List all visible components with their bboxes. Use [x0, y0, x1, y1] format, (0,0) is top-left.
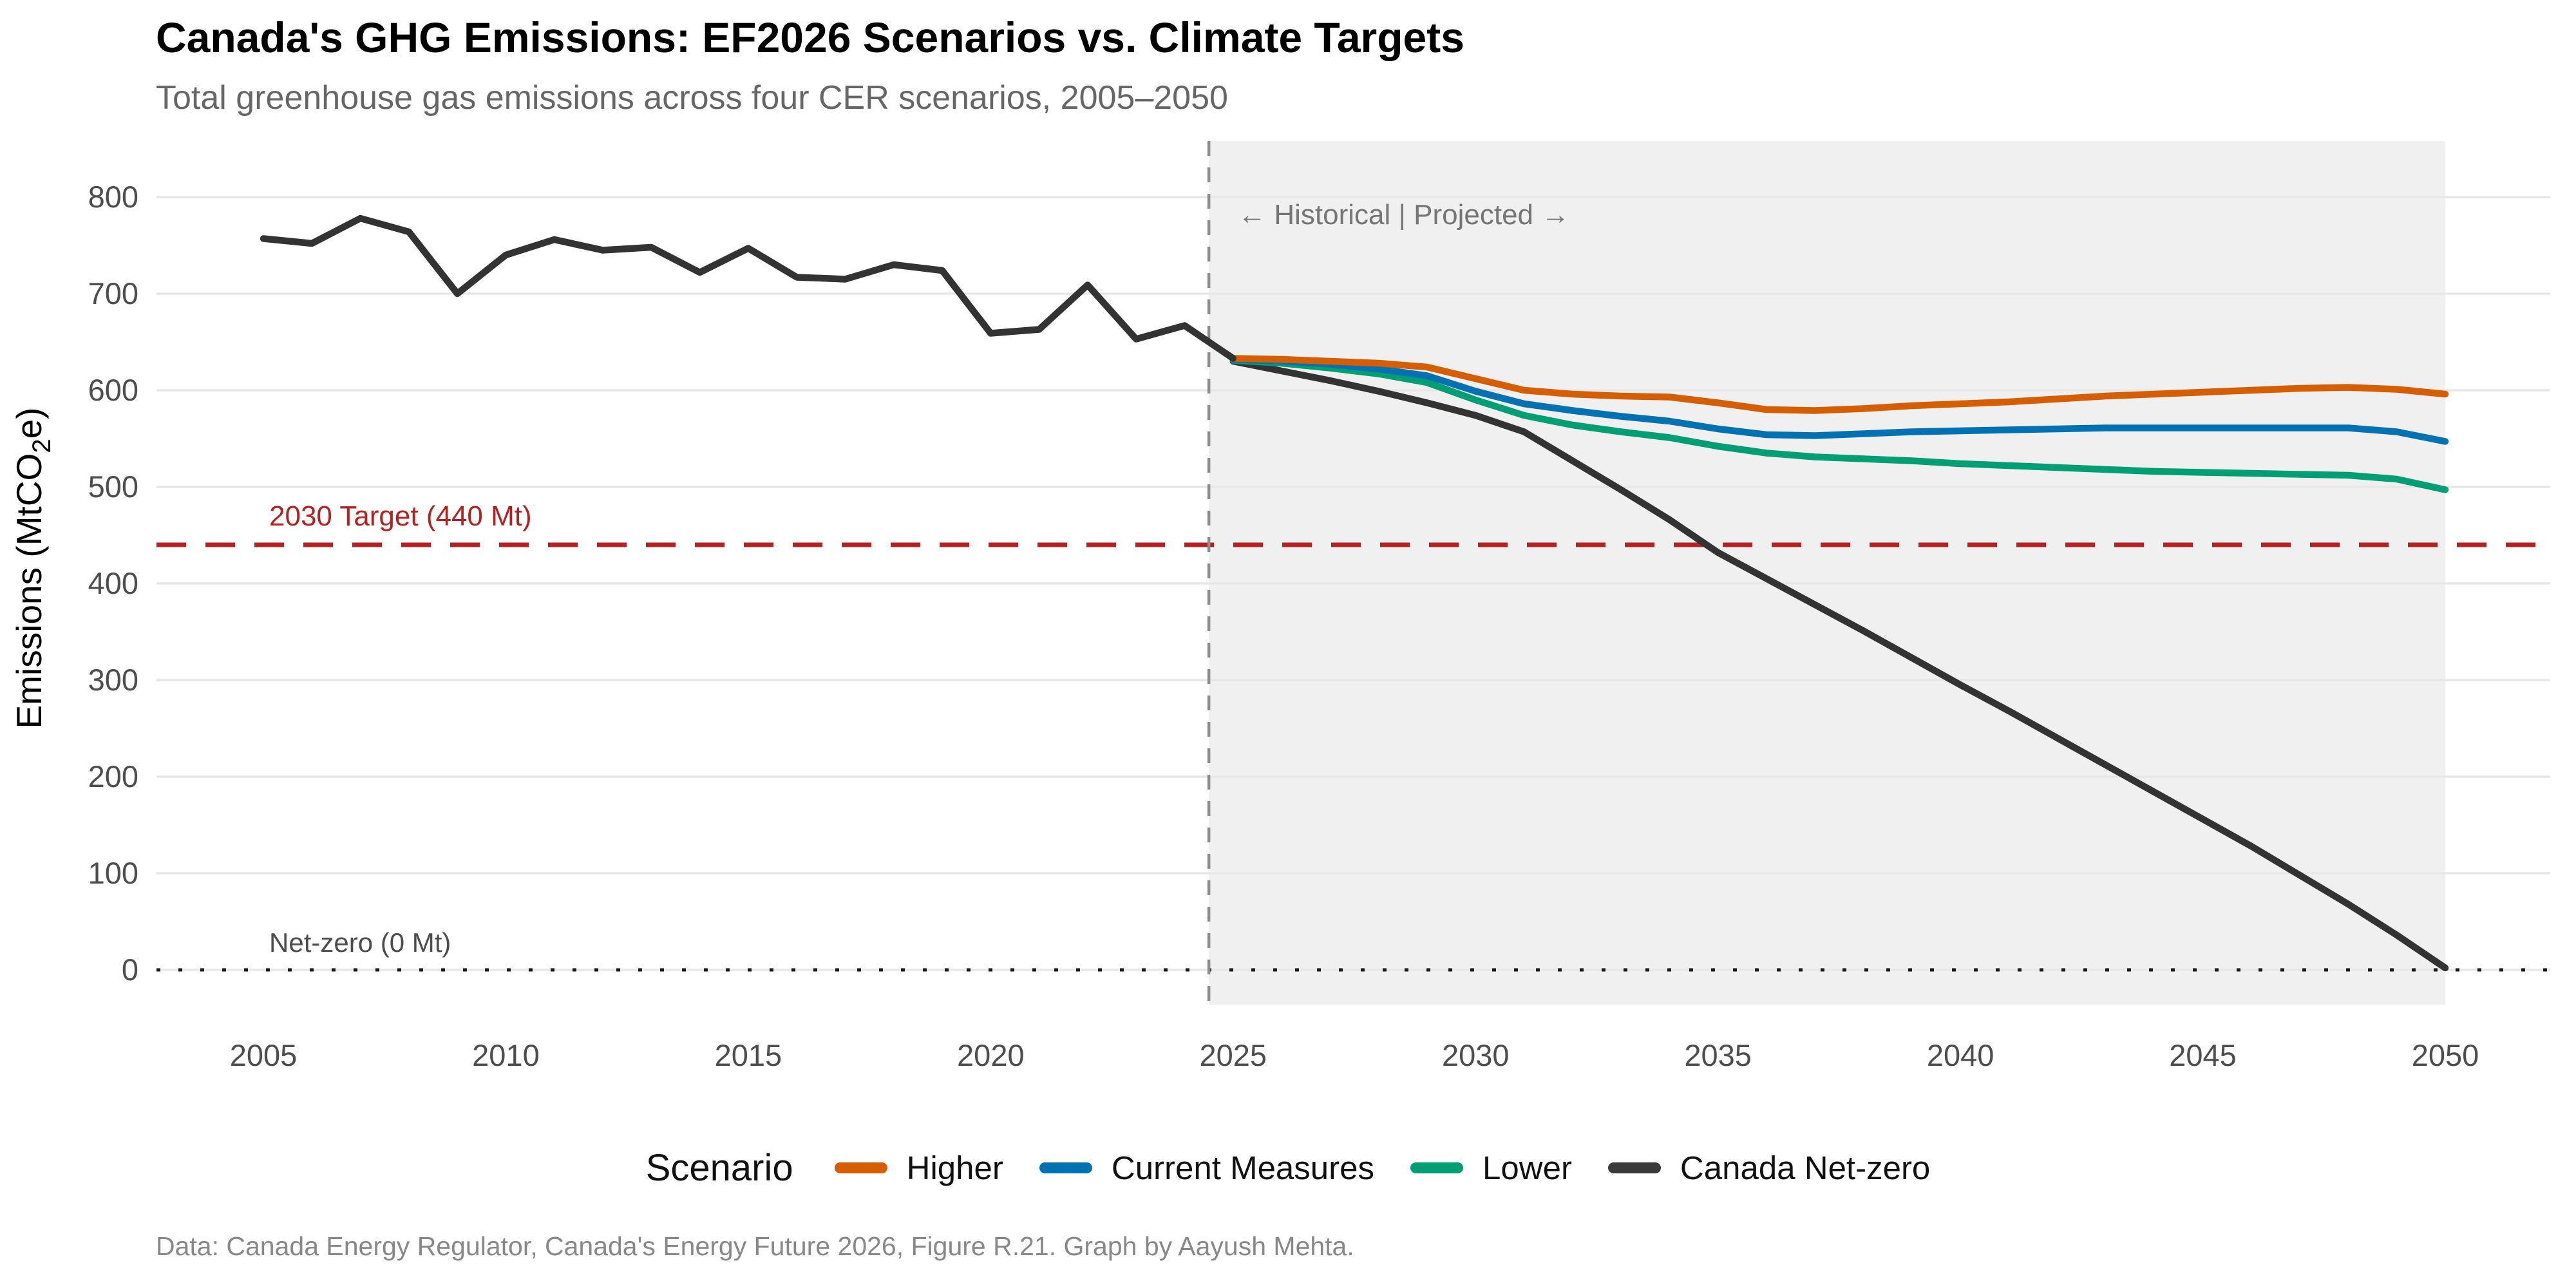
y-tick-700: 700 — [88, 276, 138, 310]
y-tick-300: 300 — [88, 663, 138, 697]
series-line-canada-net-zero — [1229, 357, 2449, 972]
y-tick-600: 600 — [88, 373, 138, 407]
divider-annotation: ← Historical | Projected → — [1238, 199, 1569, 231]
x-tick-2030: 2030 — [1442, 1038, 1510, 1072]
x-tick-2035: 2035 — [1684, 1038, 1752, 1072]
y-tick-200: 200 — [88, 759, 138, 793]
x-tick-2040: 2040 — [1927, 1038, 1994, 1072]
legend-label-canada-net-zero: Canada Net-zero — [1680, 1149, 1931, 1186]
legend-key-canada-net-zero — [1607, 1162, 1661, 1173]
legend-key-current-measures — [1039, 1162, 1092, 1173]
netzero-label: Net-zero (0 Mt) — [269, 927, 451, 958]
y-tick-400: 400 — [88, 566, 138, 600]
legend-key-higher — [834, 1162, 887, 1173]
series-line-current-measures — [1229, 355, 2449, 445]
x-tick-2005: 2005 — [230, 1038, 298, 1072]
legend-item-higher: Higher — [834, 1149, 1003, 1187]
y-tick-100: 100 — [88, 856, 138, 890]
x-tick-2025: 2025 — [1199, 1038, 1267, 1072]
caption: Data: Canada Energy Regulator, Canada's … — [156, 1231, 1354, 1261]
series-line-higher — [1229, 355, 2449, 414]
projected-region — [1209, 141, 2446, 1005]
legend-title: Scenario — [645, 1146, 793, 1189]
target-label: 2030 Target (440 Mt) — [269, 500, 532, 532]
legend-key-lower — [1410, 1162, 1464, 1173]
series-line-lower — [1229, 357, 2449, 493]
x-tick-2015: 2015 — [715, 1038, 782, 1072]
legend-item-lower: Lower — [1410, 1149, 1572, 1187]
series-line-historical — [260, 214, 1237, 362]
y-axis-title: Emissions (MtCO2e) — [9, 408, 56, 729]
x-tick-2050: 2050 — [2412, 1038, 2479, 1072]
y-tick-0: 0 — [122, 952, 138, 987]
legend-item-canada-net-zero: Canada Net-zero — [1607, 1149, 1931, 1187]
x-tick-2045: 2045 — [2169, 1038, 2237, 1072]
legend: Scenario Higher Current Measures Lower Cana… — [0, 1139, 2576, 1197]
y-tick-500: 500 — [88, 469, 138, 504]
chart-subtitle: Total greenhouse gas emissions across fo… — [156, 79, 1228, 117]
legend-label-lower: Lower — [1482, 1149, 1572, 1186]
legend-item-current-measures: Current Measures — [1039, 1149, 1374, 1187]
legend-label-higher: Higher — [906, 1149, 1003, 1186]
y-tick-800: 800 — [88, 180, 138, 214]
legend-label-current-measures: Current Measures — [1111, 1149, 1375, 1186]
x-tick-2020: 2020 — [957, 1038, 1025, 1072]
x-tick-2010: 2010 — [472, 1038, 540, 1072]
chart-title: Canada's GHG Emissions: EF2026 Scenarios… — [156, 14, 1464, 61]
